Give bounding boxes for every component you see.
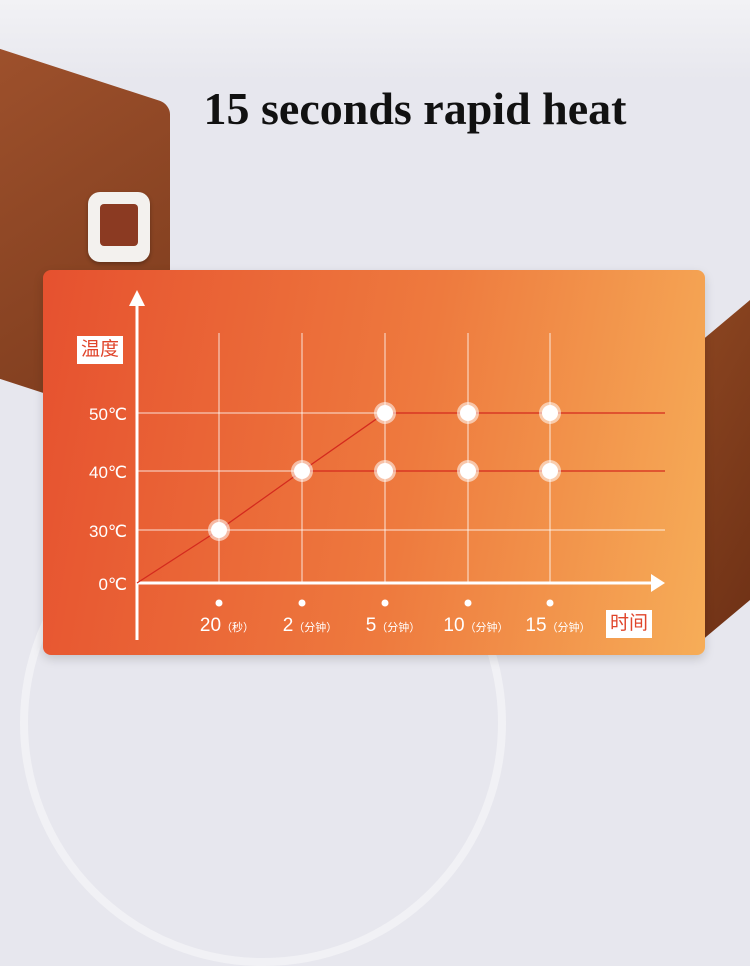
y-tick-label: 0℃: [98, 575, 127, 594]
x-tick-label: 15（分钟）: [525, 615, 590, 636]
x-tick-value: 5: [366, 615, 377, 636]
y-tick-label: 40℃: [89, 463, 127, 482]
x-tick-value: 10: [443, 615, 464, 636]
data-point: [542, 405, 558, 421]
x-tick-unit: （秒）: [221, 620, 254, 634]
data-point: [211, 522, 227, 538]
series-line-1: [136, 412, 665, 584]
headline: 15 seconds rapid heat: [203, 83, 627, 134]
x-tick-dot: [298, 599, 306, 607]
data-point: [377, 405, 393, 421]
x-tick-value: 2: [283, 615, 294, 636]
data-point: [294, 463, 310, 479]
x-tick-label: 20（秒）: [200, 615, 254, 636]
x-axis-arrow: [651, 574, 665, 592]
x-tick-dot: [381, 599, 389, 607]
x-tick-dot: [546, 599, 554, 607]
x-axis-label: 时间: [606, 610, 653, 638]
x-tick-dot: [215, 599, 223, 607]
chart: 0℃30℃40℃50℃20（秒） 2（分钟） 5（分钟） 10（分钟） 15（分钟）: [89, 290, 665, 640]
data-point: [460, 463, 476, 479]
y-axis-label: 温度: [77, 336, 124, 364]
y-axis-arrow: [129, 290, 145, 306]
x-tick-unit: （分钟）: [547, 620, 591, 634]
y-tick-label: 30℃: [89, 522, 127, 541]
x-tick-unit: （分钟）: [293, 620, 337, 634]
background: [0, 0, 750, 80]
x-tick-label: 10（分钟）: [443, 615, 508, 636]
y-tick-label: 50℃: [89, 405, 127, 424]
plug-decoration: [88, 192, 150, 262]
data-point: [377, 463, 393, 479]
data-point: [542, 463, 558, 479]
x-tick-unit: （分钟）: [376, 620, 420, 634]
x-tick-value: 20: [200, 615, 221, 636]
x-tick-unit: （分钟）: [465, 620, 509, 634]
data-point: [460, 405, 476, 421]
x-tick-dot: [464, 599, 472, 607]
x-tick-label: 2（分钟）: [283, 615, 338, 636]
x-tick-value: 15: [525, 615, 546, 636]
x-tick-label: 5（分钟）: [366, 615, 421, 636]
chart-card: [43, 270, 705, 655]
